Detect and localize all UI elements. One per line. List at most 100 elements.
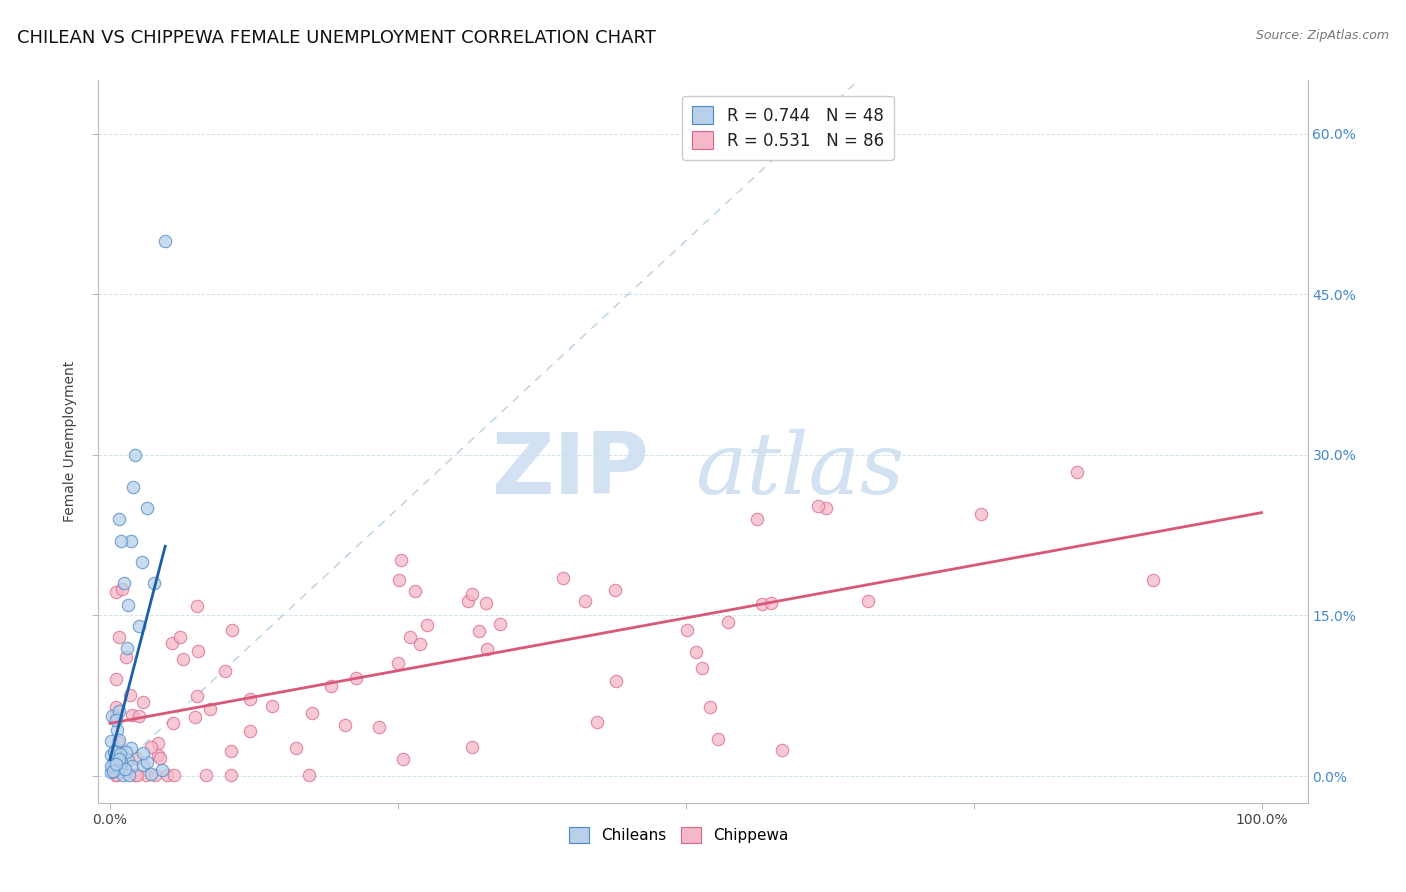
- Point: [104, 768, 127, 782]
- Point: [163, 768, 186, 782]
- Point: [135, 755, 157, 769]
- Point: [108, 705, 131, 719]
- Point: [814, 501, 837, 516]
- Point: [239, 691, 262, 706]
- Point: [101, 709, 124, 723]
- Point: [128, 709, 150, 723]
- Point: [103, 758, 125, 772]
- Point: [139, 740, 162, 755]
- Point: [388, 573, 411, 587]
- Point: [1142, 573, 1164, 587]
- Point: [118, 768, 141, 782]
- Point: [104, 768, 127, 782]
- Point: [751, 597, 773, 611]
- Point: [105, 723, 128, 738]
- Point: [111, 768, 134, 782]
- Point: [468, 624, 491, 639]
- Point: [416, 618, 439, 632]
- Point: [118, 689, 141, 703]
- Point: [104, 764, 127, 779]
- Point: [184, 710, 207, 724]
- Point: [260, 699, 283, 714]
- Point: [121, 707, 143, 722]
- Point: [105, 756, 128, 771]
- Point: [856, 594, 879, 608]
- Point: [301, 706, 323, 721]
- Point: [605, 674, 627, 689]
- Point: [475, 596, 498, 610]
- Point: [186, 690, 208, 704]
- Point: [551, 571, 574, 585]
- Point: [219, 768, 242, 782]
- Point: [457, 594, 479, 608]
- Point: [107, 752, 129, 766]
- Point: [389, 553, 412, 567]
- Point: [117, 753, 139, 767]
- Point: [141, 767, 163, 781]
- Point: [100, 748, 122, 763]
- Point: [110, 757, 132, 772]
- Point: [146, 736, 169, 750]
- Point: [131, 555, 153, 569]
- Point: [110, 533, 132, 548]
- Point: [399, 630, 422, 644]
- Point: [475, 641, 498, 656]
- Point: [132, 758, 155, 772]
- Point: [221, 624, 243, 638]
- Point: [115, 650, 138, 665]
- Point: [107, 762, 129, 776]
- Point: [367, 720, 389, 734]
- Point: [104, 743, 127, 757]
- Point: [107, 749, 129, 764]
- Point: [135, 501, 157, 516]
- Point: [143, 768, 166, 782]
- Point: [104, 700, 127, 714]
- Point: [100, 734, 122, 748]
- Point: [298, 768, 321, 782]
- Point: [409, 637, 432, 651]
- Point: [155, 234, 177, 248]
- Point: [104, 709, 127, 723]
- Text: atlas: atlas: [695, 429, 904, 512]
- Point: [121, 758, 143, 772]
- Point: [132, 746, 155, 760]
- Text: CHILEAN VS CHIPPEWA FEMALE UNEMPLOYMENT CORRELATION CHART: CHILEAN VS CHIPPEWA FEMALE UNEMPLOYMENT …: [17, 29, 655, 46]
- Point: [239, 723, 262, 738]
- Point: [111, 582, 134, 596]
- Point: [162, 715, 184, 730]
- Point: [124, 768, 146, 782]
- Point: [103, 745, 125, 759]
- Point: [676, 623, 699, 637]
- Point: [128, 619, 150, 633]
- Point: [134, 768, 156, 782]
- Point: [344, 671, 367, 685]
- Point: [107, 735, 129, 749]
- Point: [387, 657, 409, 671]
- Point: [103, 760, 125, 774]
- Point: [108, 512, 131, 526]
- Point: [461, 739, 484, 754]
- Point: [112, 576, 135, 591]
- Point: [586, 714, 609, 729]
- Point: [198, 702, 221, 716]
- Point: [120, 533, 142, 548]
- Point: [108, 761, 131, 775]
- Point: [717, 615, 740, 630]
- Point: [105, 713, 128, 727]
- Point: [392, 752, 415, 766]
- Point: [186, 599, 208, 613]
- Point: [148, 747, 170, 762]
- Point: [574, 594, 596, 608]
- Point: [104, 672, 127, 686]
- Point: [108, 757, 131, 772]
- Point: [115, 640, 138, 655]
- Point: [321, 679, 343, 693]
- Point: [110, 755, 132, 769]
- Point: [285, 741, 308, 756]
- Point: [970, 508, 993, 522]
- Point: [104, 585, 127, 599]
- Point: [770, 743, 793, 757]
- Point: [108, 747, 131, 761]
- Point: [101, 764, 124, 778]
- Point: [108, 732, 131, 747]
